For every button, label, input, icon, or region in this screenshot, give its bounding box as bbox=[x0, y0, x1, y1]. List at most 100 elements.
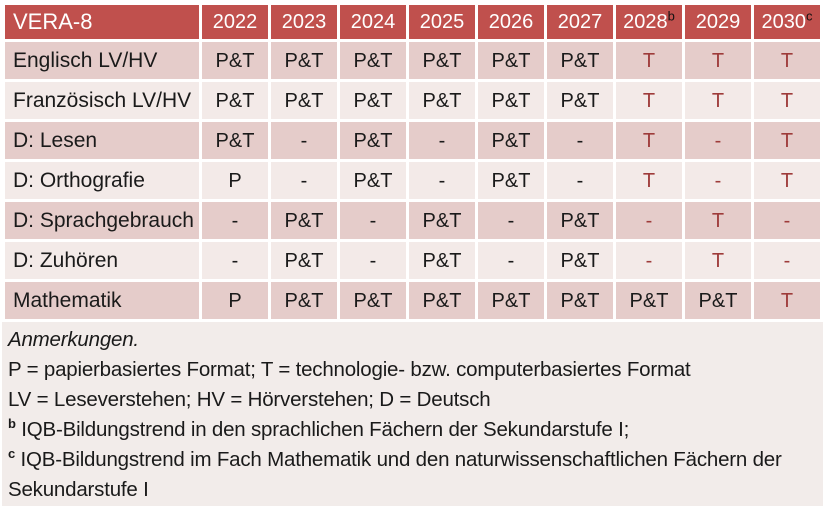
format-cell-2024: P&T bbox=[340, 82, 406, 119]
table-corner-header: VERA-8 bbox=[5, 5, 199, 39]
format-cell-2029: T bbox=[685, 82, 751, 119]
format-cell-2023: - bbox=[271, 162, 337, 199]
year-header-2030: 2030c bbox=[754, 5, 820, 39]
format-cell-2028: P&T bbox=[616, 282, 682, 319]
notes-title: Anmerkungen. bbox=[8, 328, 139, 351]
footnote-b-text: IQB-Bildungstrend in den sprachlichen Fä… bbox=[21, 418, 630, 441]
format-cell-2026: P&T bbox=[478, 122, 544, 159]
year-label: 2023 bbox=[281, 11, 327, 33]
format-cell-2026: P&T bbox=[478, 282, 544, 319]
table-row: Englisch LV/HV P&T P&T P&T P&T P&T P&T T T T bbox=[5, 42, 820, 79]
format-cell-2027: - bbox=[547, 122, 613, 159]
row-label: Mathematik bbox=[5, 282, 199, 319]
year-header-2027: 2027 bbox=[547, 5, 613, 39]
format-cell-2030: T bbox=[754, 282, 820, 319]
format-cell-2027: P&T bbox=[547, 82, 613, 119]
row-label: Französisch LV/HV bbox=[5, 82, 199, 119]
format-cell-2026: - bbox=[478, 202, 544, 239]
format-cell-2028: T bbox=[616, 162, 682, 199]
format-cell-2024: P&T bbox=[340, 122, 406, 159]
year-header-2022: 2022 bbox=[202, 5, 268, 39]
format-cell-2025: P&T bbox=[409, 82, 475, 119]
year-header-2026: 2026 bbox=[478, 5, 544, 39]
note-line-format-legend: P = papierbasiertes Format; T = technolo… bbox=[8, 358, 691, 381]
format-cell-2023: P&T bbox=[271, 242, 337, 279]
format-cell-2024: P&T bbox=[340, 282, 406, 319]
table-row: D: Orthografie P - P&T - P&T - T - T bbox=[5, 162, 820, 199]
format-cell-2022: P bbox=[202, 162, 268, 199]
row-label: D: Sprachgebrauch bbox=[5, 202, 199, 239]
row-label: Englisch LV/HV bbox=[5, 42, 199, 79]
format-cell-2029: - bbox=[685, 162, 751, 199]
year-label: 2030 bbox=[761, 11, 807, 33]
year-label: 2025 bbox=[419, 11, 465, 33]
format-cell-2027: P&T bbox=[547, 42, 613, 79]
format-cell-2028: T bbox=[616, 122, 682, 159]
format-cell-2022: - bbox=[202, 242, 268, 279]
footnote-b-marker: b bbox=[8, 416, 16, 432]
format-cell-2028: - bbox=[616, 202, 682, 239]
format-cell-2025: P&T bbox=[409, 42, 475, 79]
format-cell-2029: P&T bbox=[685, 282, 751, 319]
format-cell-2026: P&T bbox=[478, 82, 544, 119]
row-label: D: Orthografie bbox=[5, 162, 199, 199]
year-header-2029: 2029 bbox=[685, 5, 751, 39]
format-cell-2029: T bbox=[685, 42, 751, 79]
table-row: D: Lesen P&T - P&T - P&T - T - T bbox=[5, 122, 820, 159]
format-cell-2025: P&T bbox=[409, 242, 475, 279]
format-cell-2026: P&T bbox=[478, 162, 544, 199]
format-cell-2026: P&T bbox=[478, 42, 544, 79]
format-cell-2030: T bbox=[754, 82, 820, 119]
year-label: 2026 bbox=[488, 11, 534, 33]
format-cell-2030: - bbox=[754, 202, 820, 239]
format-cell-2028: - bbox=[616, 242, 682, 279]
format-cell-2030: T bbox=[754, 42, 820, 79]
table-row: Französisch LV/HV P&T P&T P&T P&T P&T P&T T T T bbox=[5, 82, 820, 119]
format-cell-2029: T bbox=[685, 202, 751, 239]
format-cell-2026: - bbox=[478, 242, 544, 279]
format-cell-2023: P&T bbox=[271, 282, 337, 319]
note-line-abbreviation-legend: LV = Leseverstehen; HV = Hörverstehen; D… bbox=[8, 388, 491, 411]
year-label: 2027 bbox=[557, 11, 603, 33]
format-cell-2027: P&T bbox=[547, 282, 613, 319]
format-cell-2025: P&T bbox=[409, 202, 475, 239]
row-label: D: Lesen bbox=[5, 122, 199, 159]
format-cell-2028: T bbox=[616, 82, 682, 119]
format-cell-2023: P&T bbox=[271, 42, 337, 79]
footnote-c: c IQB-Bildungstrend im Fach Mathematik u… bbox=[8, 445, 813, 505]
year-label: 2022 bbox=[212, 11, 258, 33]
format-cell-2027: - bbox=[547, 162, 613, 199]
table-row: Mathematik P P&T P&T P&T P&T P&T P&T P&T T bbox=[5, 282, 820, 319]
format-cell-2027: P&T bbox=[547, 202, 613, 239]
year-label: 2028 bbox=[623, 11, 668, 33]
format-cell-2024: P&T bbox=[340, 162, 406, 199]
year-footnote-marker-c: c bbox=[806, 8, 813, 24]
table-header-row: VERA-8 2022 2023 2024 2025 2026 2027 2028b 2029 2… bbox=[5, 5, 820, 39]
format-cell-2022: P&T bbox=[202, 42, 268, 79]
format-cell-2024: - bbox=[340, 202, 406, 239]
year-label: 2024 bbox=[350, 11, 396, 33]
format-cell-2024: P&T bbox=[340, 42, 406, 79]
format-cell-2030: T bbox=[754, 122, 820, 159]
format-cell-2023: P&T bbox=[271, 202, 337, 239]
footnote-b: b IQB-Bildungstrend in den sprachlichen … bbox=[8, 415, 813, 445]
format-cell-2022: P&T bbox=[202, 122, 268, 159]
format-cell-2022: - bbox=[202, 202, 268, 239]
year-label: 2029 bbox=[695, 11, 741, 33]
format-cell-2028: T bbox=[616, 42, 682, 79]
row-label: D: Zuhören bbox=[5, 242, 199, 279]
year-header-2025: 2025 bbox=[409, 5, 475, 39]
format-cell-2025: - bbox=[409, 162, 475, 199]
footnote-c-text: IQB-Bildungstrend im Fach Mathematik und… bbox=[8, 448, 782, 501]
format-cell-2030: T bbox=[754, 162, 820, 199]
format-cell-2023: - bbox=[271, 122, 337, 159]
format-cell-2025: P&T bbox=[409, 282, 475, 319]
table-row: D: Sprachgebrauch - P&T - P&T - P&T - T - bbox=[5, 202, 820, 239]
table-row: D: Zuhören - P&T - P&T - P&T - T - bbox=[5, 242, 820, 279]
format-cell-2030: - bbox=[754, 242, 820, 279]
format-cell-2022: P bbox=[202, 282, 268, 319]
footnote-c-marker: c bbox=[8, 446, 16, 462]
year-header-2023: 2023 bbox=[271, 5, 337, 39]
format-cell-2029: T bbox=[685, 242, 751, 279]
